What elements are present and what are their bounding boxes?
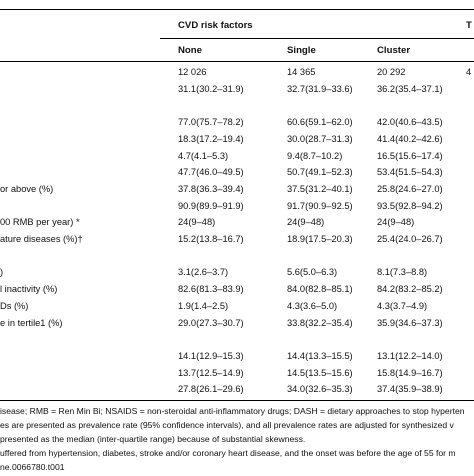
- table-cell: 15.2(13.8–16.7): [178, 234, 244, 244]
- table-cell: 31.1(30.2–31.9): [178, 83, 244, 94]
- table-cell: 13.7(12.5–14.9): [178, 367, 244, 378]
- row-label: e in tertile1 (%): [0, 317, 63, 328]
- table-row: ature diseases (%)† 15.2(13.8–16.7) 18.9(1…: [0, 231, 474, 248]
- footnote-line: isease; RMB = Ren Min Bi; NSAIDS = non-s…: [0, 406, 465, 416]
- table-cell: 14 365: [287, 67, 316, 77]
- table-cell: 5.6(5.0–6.3): [287, 267, 338, 278]
- table-cell: 50.7(49.1–52.3): [287, 167, 353, 178]
- group-header-rule: [160, 38, 474, 39]
- table-cell: 91.7(90.9–92.5): [287, 200, 353, 211]
- footnote-line: ne.0066780.t001: [0, 462, 65, 472]
- group-header-row: CVD risk factors T: [0, 16, 474, 35]
- footnote-line: es are presented as prevalence rate (95%…: [0, 420, 454, 430]
- table-cell: 41.4(40.2–42.6): [377, 133, 443, 144]
- group-header: CVD risk factors: [178, 20, 253, 31]
- table-cell: 84.0(82.8–85.1): [287, 284, 353, 295]
- col-cluster-header: Cluster: [377, 45, 411, 56]
- table-row: or above (%) 37.8(36.3–39.4) 37.5(31.2–40.…: [0, 181, 474, 198]
- table-cell: 14.4(13.3–15.5): [287, 350, 353, 361]
- table-cell: 12 026: [178, 67, 207, 77]
- table-cell: 60.6(59.1–62.0): [287, 117, 353, 128]
- row-label: Ds (%): [0, 300, 29, 311]
- table-cell: 3.1(2.6–3.7): [178, 267, 229, 278]
- row-label: ): [0, 267, 4, 278]
- table-cell: 20 292: [377, 67, 406, 77]
- table-row: l inactivity (%) 82.6(81.3–83.9) 84.0(82.8…: [0, 281, 474, 298]
- right-edge-header: T: [466, 20, 472, 31]
- table-cell: 53.4(51.5–54.3): [377, 167, 443, 178]
- table-cell: 4.7(4.1–5.3): [178, 150, 229, 161]
- table-row: 47.7(46.0–49.5) 50.7(49.1–52.3) 53.4(51.5–…: [0, 164, 474, 181]
- table-cell: 30.0(28.7–31.3): [287, 133, 353, 144]
- table-cell: 8.1(7.3–8.8): [377, 267, 428, 278]
- row-label: 00 RMB per year) *: [0, 217, 80, 228]
- column-header-row: None Single Cluster: [0, 41, 474, 60]
- table-cell: 35.9(34.6–37.3): [377, 317, 443, 328]
- table-cell: 47.7(46.0–49.5): [178, 167, 244, 178]
- table-cell: 34.0(32.6–35.3): [287, 384, 353, 395]
- table-cell: 18.3(17.2–19.4): [178, 133, 244, 144]
- table-cell: 27.8(26.1–29.6): [178, 384, 244, 395]
- table-row: 13.7(12.5–14.9) 14.5(13.5–15.6) 15.8(14.9–…: [0, 365, 474, 382]
- table-top-rule: [0, 9, 474, 10]
- table-row: 31.1(30.2–31.9) 32.7(31.9–33.6) 36.2(35.4–…: [0, 81, 474, 98]
- table-cell: 24(9–48): [287, 217, 325, 228]
- table-row: 27.8(26.1–29.6) 34.0(32.6–35.3) 37.4(35.9–…: [0, 381, 474, 398]
- col-single-header: Single: [287, 45, 316, 56]
- table-cell: 33.8(32.2–35.4): [287, 317, 353, 328]
- table-cell: 37.5(31.2–40.1): [287, 183, 353, 194]
- col-none-header: None: [178, 45, 202, 56]
- table-cell: 13.1(12.2–14.0): [377, 350, 443, 361]
- table-cell: 9.4(8.7–10.2): [287, 150, 343, 161]
- footnote-line: uffered from hypertension, diabetes, str…: [0, 448, 456, 458]
- right-edge-cell: 4: [466, 67, 472, 77]
- table-cell: 77.0(75.7–78.2): [178, 117, 244, 128]
- table-row: e in tertile1 (%) 29.0(27.3–30.7) 33.8(32.…: [0, 315, 474, 332]
- table-cell: 42.0(40.6–43.5): [377, 117, 443, 128]
- table-bottom-rule: [0, 400, 474, 401]
- table-cell: 29.0(27.3–30.7): [178, 317, 244, 328]
- table-cell: 24(9–48): [178, 217, 216, 228]
- row-label: ature diseases (%)†: [0, 234, 83, 244]
- table-cell: 4.3(3.7–4.9): [377, 300, 428, 311]
- table-row: 90.9(89.9–91.9) 91.7(90.9–92.5) 93.5(92.8–…: [0, 198, 474, 215]
- row-label: or above (%): [0, 183, 54, 194]
- table-cell: 37.8(36.3–39.4): [178, 183, 244, 194]
- footnote-line: presented as the median (inter-quartile …: [0, 434, 306, 444]
- table-cell: 82.6(81.3–83.9): [178, 284, 244, 295]
- table-cell: 90.9(89.9–91.9): [178, 200, 244, 211]
- table-row: Ds (%) 1.9(1.4–2.5) 4.3(3.6–5.0) 4.3(3.7–4.…: [0, 298, 474, 315]
- table-row: ) 3.1(2.6–3.7) 5.6(5.0–6.3) 8.1(7.3–8.8): [0, 264, 474, 281]
- table-cell: 14.5(13.5–15.6): [287, 367, 353, 378]
- table-row: 00 RMB per year) * 24(9–48) 24(9–48) 24(9–4…: [0, 214, 474, 231]
- table-cell: 1.9(1.4–2.5): [178, 300, 229, 311]
- table-row: 4.7(4.1–5.3) 9.4(8.7–10.2) 16.5(15.6–17.4): [0, 148, 474, 165]
- table-row: 18.3(17.2–19.4) 30.0(28.7–31.3) 41.4(40.2–…: [0, 131, 474, 148]
- table-cell: 25.4(24.0–26.7): [377, 234, 443, 244]
- table-cell: 25.8(24.6–27.0): [377, 183, 443, 194]
- table-row: 77.0(75.7–78.2) 60.6(59.1–62.0) 42.0(40.6–…: [0, 114, 474, 131]
- table-row: [0, 97, 474, 114]
- table-row: [0, 248, 474, 265]
- table-row: 12 026 14 365 20 292 4: [0, 64, 474, 81]
- table-row: 14.1(12.9–15.3) 14.4(13.3–15.5) 13.1(12.2–…: [0, 348, 474, 365]
- header-bottom-rule: [0, 61, 474, 62]
- table-cell: 15.8(14.9–16.7): [377, 367, 443, 378]
- table-row: [0, 331, 474, 348]
- table-cell: 14.1(12.9–15.3): [178, 350, 244, 361]
- table-cell: 24(9–48): [377, 217, 415, 228]
- table-cell: 16.5(15.6–17.4): [377, 150, 443, 161]
- table-cell: 93.5(92.8–94.2): [377, 200, 443, 211]
- table-cell: 32.7(31.9–33.6): [287, 83, 353, 94]
- table-cell: 37.4(35.9–38.9): [377, 384, 443, 395]
- table-cell: 84.2(83.2–85.2): [377, 284, 443, 295]
- table-cell: 18.9(17.5–20.3): [287, 234, 353, 244]
- table-cell: 36.2(35.4–37.1): [377, 83, 443, 94]
- row-label: l inactivity (%): [0, 284, 58, 295]
- table-cell: 4.3(3.6–5.0): [287, 300, 338, 311]
